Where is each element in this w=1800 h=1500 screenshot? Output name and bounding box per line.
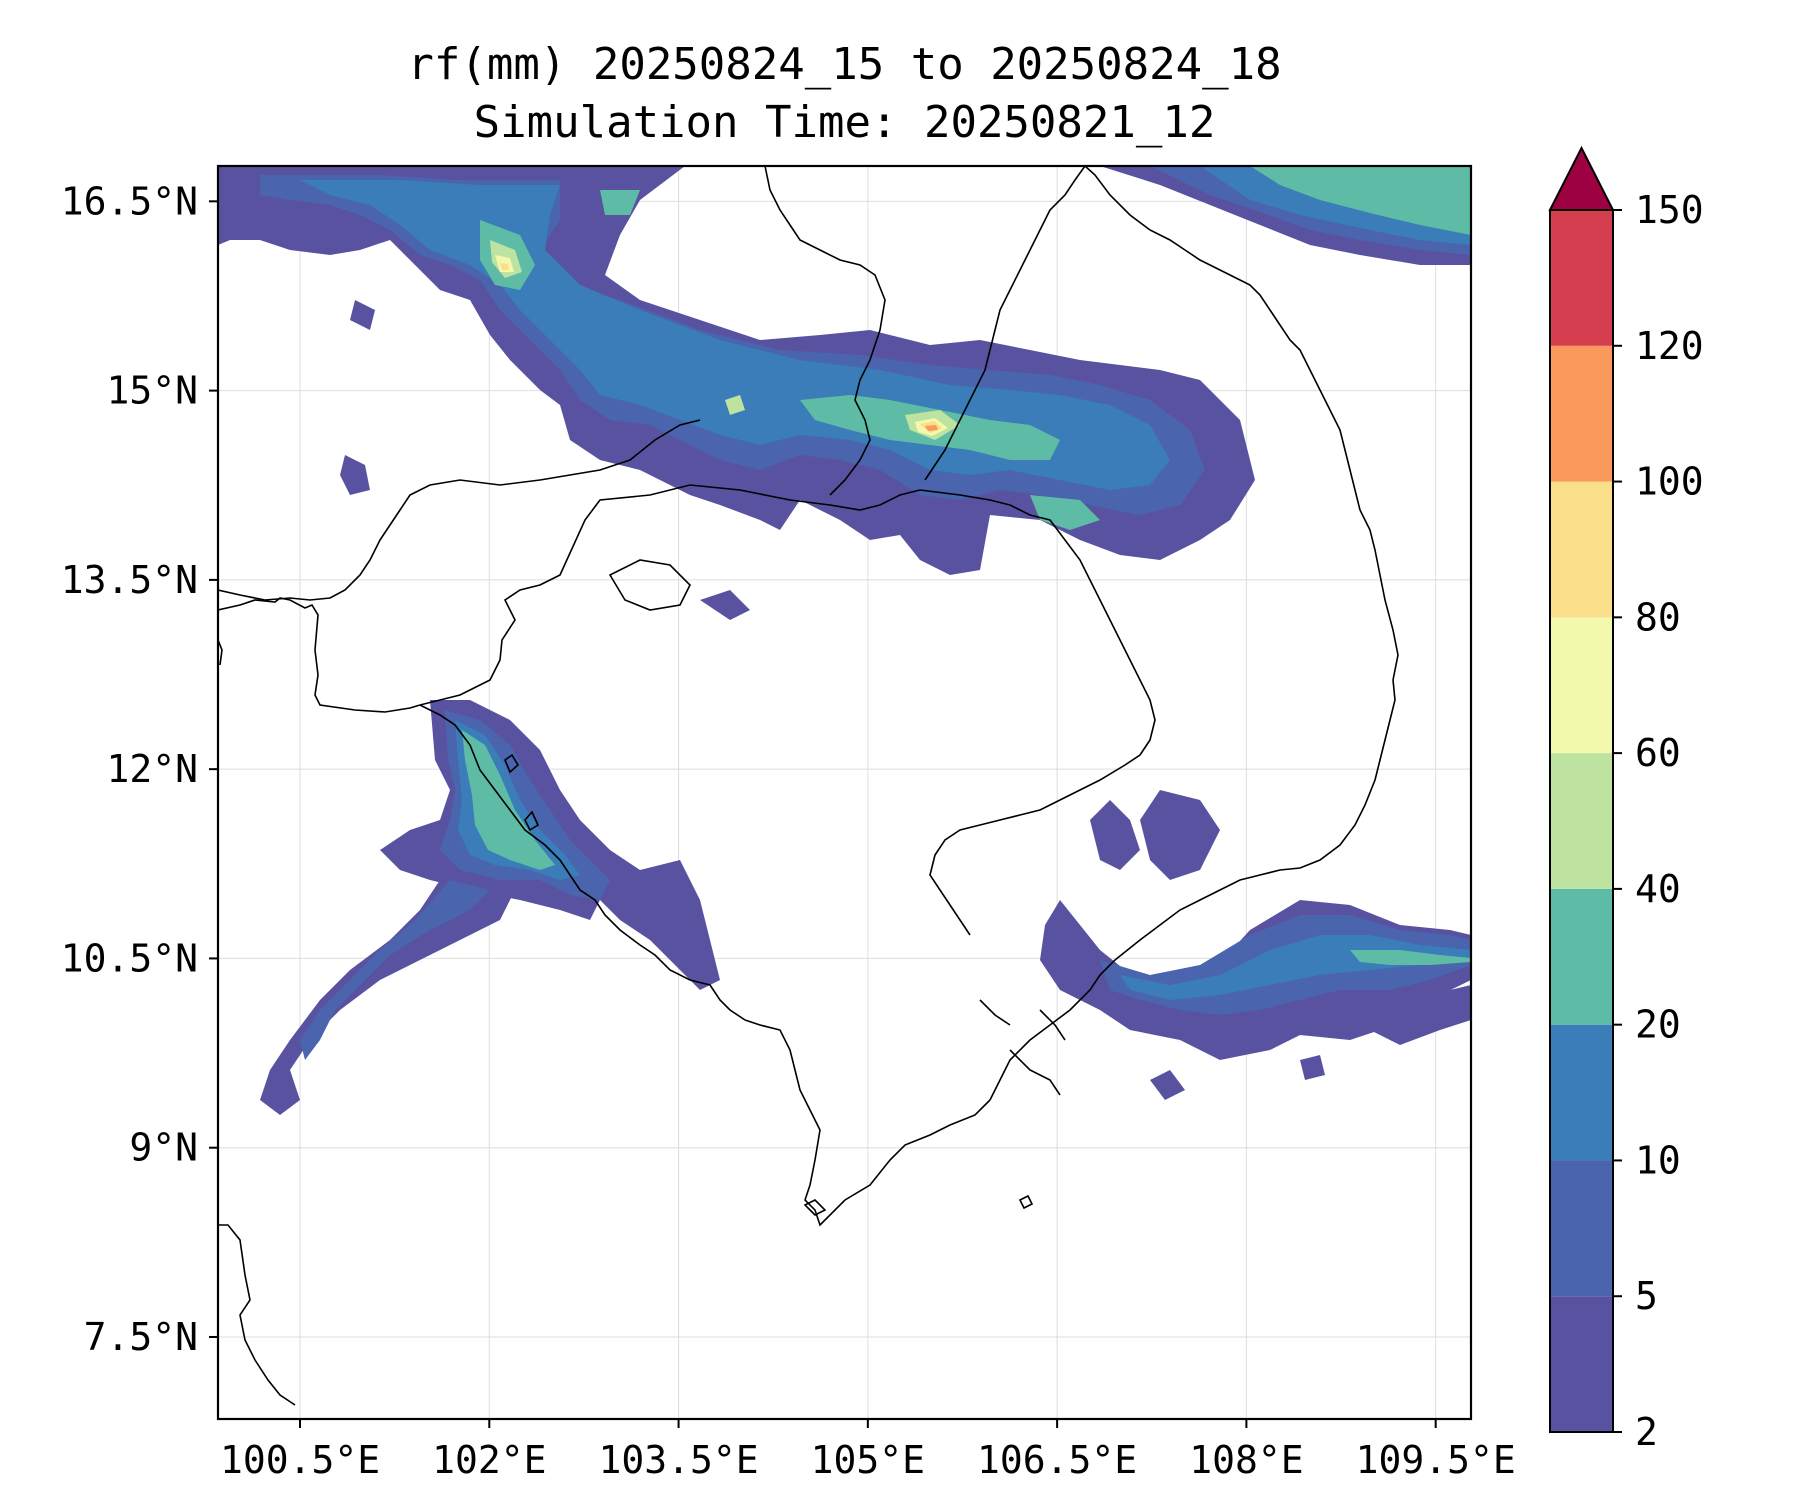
colorbar-tick-label: 20 <box>1635 1003 1681 1047</box>
thailand-peninsula-tip <box>218 639 223 666</box>
rain-streak-inner <box>300 880 490 1060</box>
x-tick-label: 108°E <box>1189 1438 1303 1482</box>
border-cambodia-vietnam <box>919 489 1156 936</box>
x-tick-label: 109.5°E <box>1356 1438 1516 1482</box>
mekong-delta-islands <box>979 999 1066 1096</box>
vietnam-coast-west <box>744 1019 991 1227</box>
colorbar-tick-label: 80 <box>1635 595 1681 639</box>
gulf-island-2 <box>524 810 540 832</box>
thailand-gulf-coast <box>218 1224 296 1406</box>
x-tick-label: 102°E <box>432 1438 546 1482</box>
x-tick-label: 106.5°E <box>977 1438 1137 1482</box>
gulf-island-1 <box>504 753 520 774</box>
x-tick-label: 105°E <box>811 1438 925 1482</box>
y-tick-label: 13.5°N <box>61 558 198 602</box>
colorbar-segment <box>1550 1296 1613 1432</box>
border-laos-vietnam <box>924 166 1086 481</box>
x-tick-label: 103.5°E <box>598 1438 758 1482</box>
rain-north-heavy-4 <box>1030 495 1100 530</box>
cambodia-coast <box>419 704 746 1021</box>
y-tick-label: 10.5°N <box>61 936 198 980</box>
rain-scatter-2 <box>350 300 375 330</box>
y-tick-label: 16.5°N <box>61 179 198 223</box>
rain-north-max-1 <box>495 255 514 272</box>
title-line-1: rf(mm) 20250824_15 to 20250824_18 <box>407 39 1282 90</box>
rain-north-peak-3 <box>725 395 745 415</box>
colorbar-segment <box>1550 888 1613 1025</box>
y-tick-label: 7.5°N <box>84 1315 198 1359</box>
colorbar-tick-label: 10 <box>1635 1138 1681 1182</box>
colorbar-tick-label: 5 <box>1635 1274 1658 1318</box>
title-line-2: Simulation Time: 20250821_12 <box>473 97 1216 148</box>
colorbar-segment <box>1550 1024 1613 1161</box>
thailand-east-coast <box>218 597 421 713</box>
rain-east-cell <box>1370 985 1471 1045</box>
colorbar-tick-label: 60 <box>1635 731 1681 775</box>
colorbar-frame <box>1549 209 1614 1433</box>
vietnam-coast-central <box>1084 166 1399 681</box>
x-tick-label: 100.5°E <box>220 1438 380 1482</box>
gulf-island-3 <box>803 1199 827 1216</box>
coastlines-and-borders <box>218 166 1399 1406</box>
colorbar-segment <box>1550 617 1613 754</box>
colorbar-segment <box>1550 345 1613 482</box>
colorbar-segment <box>1550 1160 1613 1297</box>
rain-scatter-4 <box>1150 1070 1185 1100</box>
latitude-axis: 16.5°N 15°N 13.5°N 12°N 10.5°N 9°N 7.5°N <box>61 179 218 1359</box>
colorbar-segment <box>1550 481 1613 618</box>
rain-north-extreme-2 <box>500 263 509 270</box>
colorbar-segment <box>1550 210 1613 346</box>
rainfall-contours <box>218 166 1471 1115</box>
rain-ne-heavy <box>1250 166 1471 235</box>
rain-scatter-3 <box>700 590 750 620</box>
con-dao-island <box>1018 1194 1034 1210</box>
border-thai-cambodia <box>419 484 921 706</box>
rain-north-peak-core <box>925 425 938 431</box>
tonle-sap-shore <box>608 559 691 611</box>
vietnam-coast-south <box>989 679 1396 1101</box>
colorbar-tick-label: 150 <box>1635 188 1704 232</box>
colorbar-tick-label: 120 <box>1635 324 1704 368</box>
colorbar-tick-label: 100 <box>1635 460 1704 504</box>
rain-level-100-120 <box>925 425 938 431</box>
map-frame <box>216 164 1473 1421</box>
rain-mekong-inland <box>1090 800 1140 870</box>
border-thai-laos <box>218 419 701 601</box>
map-area <box>218 166 1471 1419</box>
colorbar-tick-label: 40 <box>1635 867 1681 911</box>
colorbar-tick-label: 2 <box>1635 1410 1658 1454</box>
rain-central-south <box>1140 790 1220 880</box>
colorbar: 2 5 10 20 40 60 80 100 120 150 <box>1548 145 1704 1454</box>
longitude-axis: 100.5°E 102°E 103.5°E 105°E 106.5°E 108°E 109.… <box>220 1419 1516 1482</box>
colorbar-segment <box>1550 753 1613 889</box>
y-tick-label: 15°N <box>106 369 198 413</box>
y-tick-label: 9°N <box>129 1126 198 1170</box>
rain-scs-heavy <box>1350 950 1471 965</box>
colorbar-extend-arrow <box>1548 145 1615 211</box>
border-laos <box>764 166 886 496</box>
rain-scatter-5 <box>1300 1055 1325 1080</box>
map-title: rf(mm) 20250824_15 to 20250824_18 Simula… <box>218 36 1471 152</box>
rain-north-heavy-2 <box>600 190 640 215</box>
rain-gulf-heavy <box>462 730 555 870</box>
y-tick-label: 12°N <box>106 747 198 791</box>
rain-scatter-1 <box>340 455 370 495</box>
